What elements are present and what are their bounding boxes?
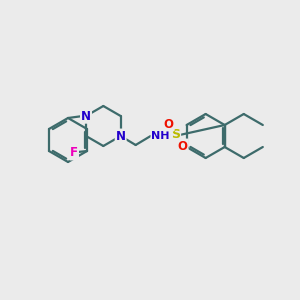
Text: NH: NH: [152, 131, 170, 141]
Text: O: O: [164, 118, 174, 130]
Text: F: F: [70, 146, 78, 160]
Text: N: N: [81, 110, 91, 122]
Text: N: N: [116, 130, 126, 142]
Text: O: O: [178, 140, 188, 152]
Text: S: S: [171, 128, 180, 142]
Text: N: N: [81, 110, 91, 122]
